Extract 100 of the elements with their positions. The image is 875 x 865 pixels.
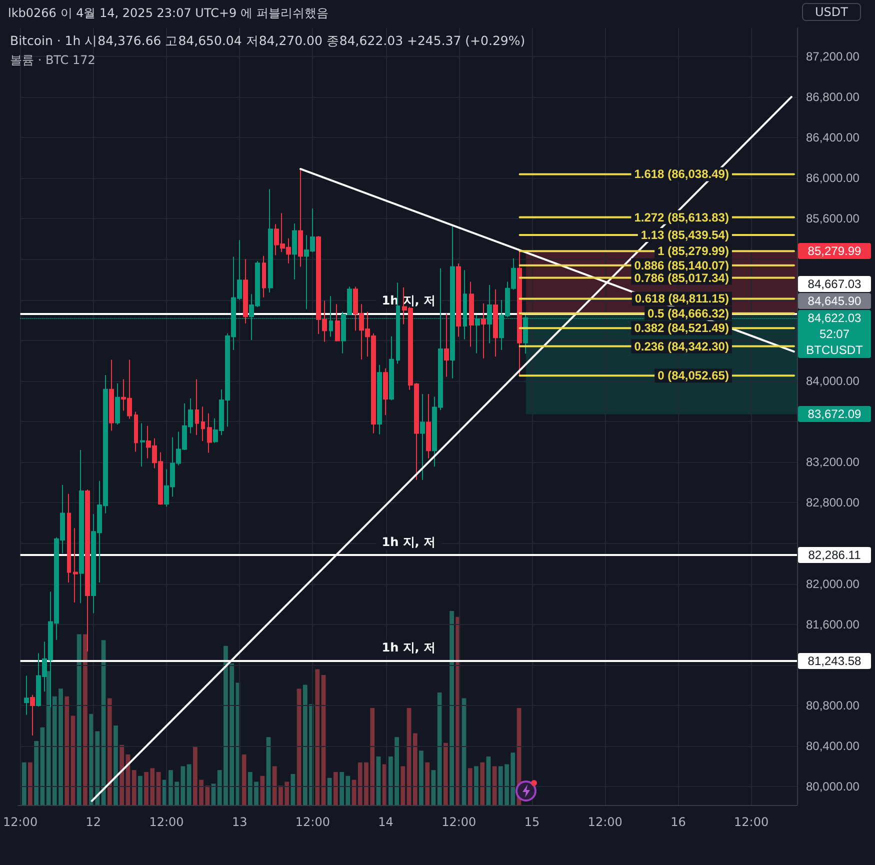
candlestick xyxy=(79,449,84,604)
bar xyxy=(296,688,302,805)
chart-title: lkb0266 이 4월 14, 2025 23:07 UTC+9 에 퍼블리쉬했음 xyxy=(8,5,328,22)
x-tick-label: 13 xyxy=(232,815,248,829)
x-tick-label: 12:00 xyxy=(149,815,184,829)
x-tick-label: 12:00 xyxy=(295,815,330,829)
x-tick-label: 12:00 xyxy=(588,815,622,829)
bar xyxy=(437,692,442,805)
y-tick-label: 83,200.00 xyxy=(806,455,860,470)
series-label: 0 (84,052.65) xyxy=(658,368,729,383)
text: 84,622.03 xyxy=(808,310,862,325)
ref-line-label: 1h 지, 저 xyxy=(382,534,436,549)
bar xyxy=(242,754,246,805)
series-label: 0.236 (84,342.30) xyxy=(634,339,729,354)
bar xyxy=(120,744,124,805)
y-tick-label: 81,600.00 xyxy=(806,617,860,632)
x-tick-label: 14 xyxy=(378,815,394,829)
series-label: 0.618 (84,811.15) xyxy=(634,292,729,306)
x-tick-label: 16 xyxy=(670,815,686,829)
candlestick xyxy=(109,359,114,432)
series-label: 1.272 (85,613.83) xyxy=(634,210,729,224)
candlestick xyxy=(262,255,266,298)
text: 84,645.90 xyxy=(808,294,862,308)
bar xyxy=(492,766,497,805)
candlestick xyxy=(426,393,431,459)
candlestick xyxy=(67,493,71,584)
bar xyxy=(327,778,332,805)
text: 52:07 xyxy=(819,326,850,341)
candlestick xyxy=(389,336,394,401)
y-tick-label: 84,000.00 xyxy=(806,374,860,388)
bar xyxy=(64,696,70,805)
bar xyxy=(400,766,406,805)
y-tick-label: 80,400.00 xyxy=(806,739,860,754)
series-label: 1.13 (85,439.54) xyxy=(640,228,729,242)
candlestick xyxy=(195,378,199,436)
series-label: 0.786 (85,017.34) xyxy=(634,270,729,285)
candlestick xyxy=(115,382,120,426)
x-tick-label: 12:00 xyxy=(2,815,38,829)
candlestick xyxy=(201,406,205,442)
y-tick-label: 86,000.00 xyxy=(806,171,860,186)
bar xyxy=(22,762,26,805)
bar xyxy=(450,611,454,805)
series-label: 0.5 (84,666.32) xyxy=(648,306,729,320)
bar xyxy=(260,776,265,805)
candlestick xyxy=(73,528,78,604)
chart-subtitle: Bitcoin · 1h 시84,376.66 고84,650.04 저84,270.00 종84,622.03 +245.37 (+0.29%) xyxy=(10,33,526,50)
candlestick xyxy=(481,302,486,359)
bar xyxy=(315,669,320,805)
x-tick-label: 12 xyxy=(86,815,102,829)
x-tick-label: 15 xyxy=(524,815,540,829)
series-label: 0.382 (84,521.49) xyxy=(634,321,729,336)
y-tick-label: 86,800.00 xyxy=(806,90,860,104)
ref-line-label: BTCUSDT xyxy=(806,342,863,357)
x-tick-label: 12:00 xyxy=(442,815,476,829)
bar xyxy=(95,731,100,805)
bar xyxy=(334,772,338,805)
candlestick xyxy=(243,258,248,324)
candlestick xyxy=(24,675,29,716)
bar xyxy=(443,742,448,805)
bar xyxy=(107,698,112,805)
y-tick-label: 82,000.00 xyxy=(806,576,860,591)
y-axis-title: USDT xyxy=(802,3,861,21)
candlestick xyxy=(268,188,273,293)
candlestick xyxy=(469,281,474,348)
chart-title: 볼륨 · BTC 172 xyxy=(10,52,96,69)
series-label: 0.886 (85,140.07) xyxy=(634,258,729,272)
candlestick xyxy=(140,422,145,468)
bar xyxy=(138,776,142,805)
candlestick xyxy=(444,312,449,378)
candlestick xyxy=(134,411,138,452)
x-tick-label: 12:00 xyxy=(734,815,769,829)
candlestick xyxy=(377,364,382,435)
bar xyxy=(480,762,485,805)
text: 82,286.11 xyxy=(808,548,861,562)
text: 85,279.99 xyxy=(808,244,862,258)
y-tick-label: 86,400.00 xyxy=(806,130,860,145)
candlestick xyxy=(30,694,35,736)
y-tick-label: 82,800.00 xyxy=(806,496,860,510)
bar xyxy=(468,768,472,805)
y-tick-label: 80,800.00 xyxy=(806,698,860,713)
text: 84,667.03 xyxy=(808,276,862,291)
y-tick-label: 85,600.00 xyxy=(806,212,860,226)
bar xyxy=(419,750,424,805)
bar xyxy=(425,762,430,805)
text: 81,243.58 xyxy=(808,654,862,668)
candlestick xyxy=(298,168,303,268)
text: 83,672.09 xyxy=(808,407,862,422)
candlestick xyxy=(335,304,340,342)
bar xyxy=(114,725,118,805)
y-tick-label: 80,000.00 xyxy=(806,780,860,794)
ref-line-label: 1h 지, 저 xyxy=(382,293,436,308)
candlestick xyxy=(85,489,90,652)
candlestick xyxy=(207,412,212,454)
candlestick xyxy=(456,262,461,338)
candlestick xyxy=(383,368,388,416)
bar xyxy=(290,774,296,805)
bar xyxy=(28,762,32,805)
candlestick xyxy=(292,222,297,280)
bar xyxy=(186,764,192,805)
candlestick xyxy=(517,250,522,376)
